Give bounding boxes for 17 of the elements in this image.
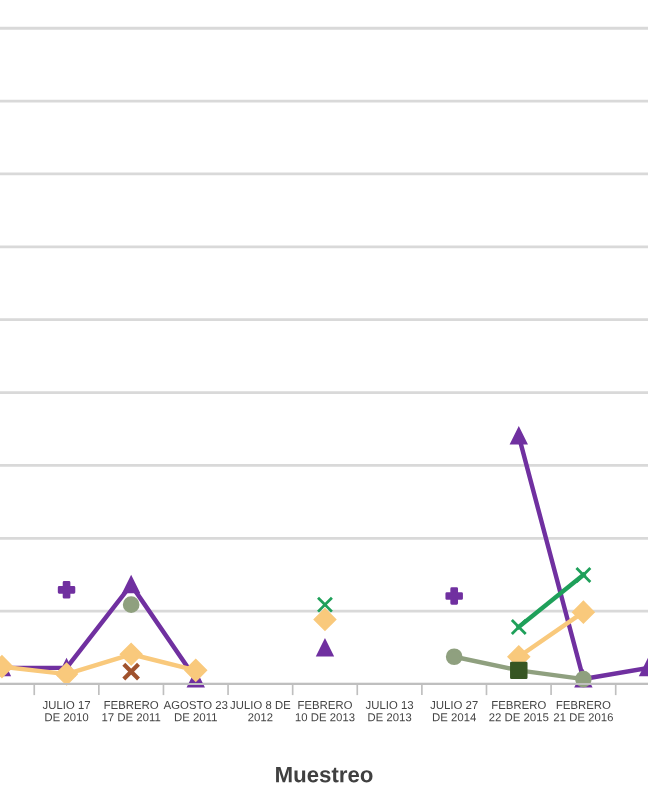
point [316, 639, 334, 657]
point [510, 618, 528, 636]
point [572, 600, 595, 624]
point [445, 648, 463, 666]
point [575, 566, 592, 584]
point [122, 596, 140, 614]
point [510, 427, 528, 445]
point [57, 581, 76, 599]
x-axis-title: Muestreo [276, 766, 373, 783]
point [121, 662, 141, 682]
point [445, 587, 463, 605]
point [55, 662, 78, 686]
point [184, 659, 207, 682]
point [313, 608, 337, 631]
point [119, 643, 143, 666]
point [122, 576, 140, 594]
point [316, 596, 334, 614]
